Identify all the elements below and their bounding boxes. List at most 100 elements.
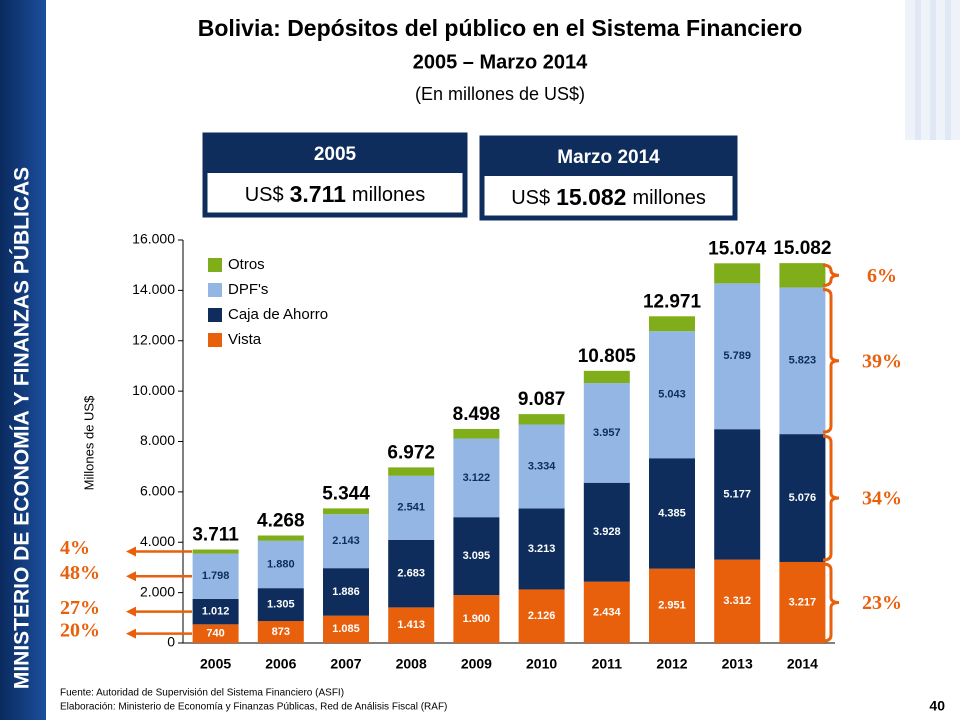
share-first: 48% bbox=[60, 562, 100, 584]
total-label: 10.805 bbox=[578, 346, 637, 367]
share-brace bbox=[822, 434, 840, 562]
y-tick-label: 8.000 bbox=[140, 432, 175, 448]
total-label: 6.972 bbox=[387, 442, 435, 463]
share-first: 4% bbox=[60, 537, 90, 559]
segment-label: 3.957 bbox=[593, 427, 621, 439]
share-first: 27% bbox=[60, 597, 100, 619]
label-bg bbox=[783, 594, 822, 611]
segment-label: 1.085 bbox=[332, 623, 360, 635]
amount-suffix: millones bbox=[632, 187, 705, 209]
label-bg bbox=[522, 608, 561, 625]
x-tick-label: 2014 bbox=[787, 656, 818, 672]
y-tick-label: 10.000 bbox=[132, 382, 175, 398]
segment-label: 1.900 bbox=[463, 613, 491, 625]
legend-swatch bbox=[208, 283, 222, 297]
segment-label: 3.334 bbox=[528, 460, 556, 472]
bar-segment bbox=[323, 514, 369, 569]
segment-label: 2.126 bbox=[528, 610, 556, 622]
share-brace bbox=[822, 562, 840, 643]
summary-box-header: 2005 bbox=[314, 144, 357, 165]
label-bg bbox=[327, 583, 365, 600]
y-tick-label: 12.000 bbox=[132, 331, 175, 347]
label-bg bbox=[261, 596, 300, 613]
x-tick-label: 2005 bbox=[200, 656, 231, 672]
segment-label: 2.683 bbox=[397, 568, 425, 580]
segment-label: 5.177 bbox=[723, 488, 751, 500]
segment-label: 1.413 bbox=[397, 619, 425, 631]
summary-box-header: Marzo 2014 bbox=[557, 147, 660, 168]
amount-prefix: US$ bbox=[511, 187, 550, 209]
y-tick-label: 16.000 bbox=[132, 231, 175, 247]
segment-label: 1.305 bbox=[267, 598, 295, 610]
share-brace bbox=[822, 287, 840, 434]
bar-segment bbox=[583, 383, 630, 483]
label-bg bbox=[718, 593, 757, 610]
y-axis-label: Millones de US$ bbox=[81, 395, 96, 490]
segment-label: 5.076 bbox=[789, 492, 817, 504]
label-bg bbox=[587, 524, 626, 541]
y-tick-label: 4.000 bbox=[140, 533, 175, 549]
summary-box-amount: US$ 15.082 millones bbox=[511, 184, 706, 210]
share-last: 34% bbox=[862, 488, 902, 510]
label-bg bbox=[718, 486, 757, 503]
bar-segment bbox=[779, 263, 826, 288]
total-label: 5.344 bbox=[322, 483, 370, 504]
bar-segment bbox=[649, 316, 695, 332]
share-brace bbox=[822, 263, 840, 287]
bar-segment bbox=[192, 549, 239, 554]
sidebar-band bbox=[0, 0, 46, 720]
total-label: 8.498 bbox=[453, 404, 501, 425]
bar-segment bbox=[388, 475, 435, 540]
y-tick-label: 14.000 bbox=[132, 281, 175, 297]
total-label: 12.971 bbox=[643, 291, 702, 312]
total-label: 9.087 bbox=[518, 389, 566, 410]
label-bg bbox=[653, 505, 691, 522]
share-arrowhead bbox=[126, 606, 136, 617]
bar-segment bbox=[192, 553, 239, 599]
legend-label: Caja de Ahorro bbox=[228, 306, 328, 323]
total-label: 4.268 bbox=[257, 511, 305, 532]
bar-segment bbox=[453, 428, 500, 439]
total-label: 15.074 bbox=[708, 238, 767, 259]
x-tick-label: 2013 bbox=[722, 656, 753, 672]
label-bg bbox=[196, 603, 235, 620]
label-bg bbox=[392, 617, 431, 634]
label-bg bbox=[783, 490, 822, 507]
x-tick-label: 2010 bbox=[526, 656, 557, 672]
y-tick-label: 0 bbox=[167, 634, 175, 650]
bar-segment bbox=[583, 370, 630, 384]
segment-label: 3.217 bbox=[789, 596, 817, 608]
legend-swatch bbox=[208, 333, 222, 347]
segment-label: 3.095 bbox=[463, 550, 491, 562]
segment-label: 5.823 bbox=[789, 355, 817, 367]
share-last: 6% bbox=[867, 265, 897, 287]
footer-elaboration: Elaboración: Ministerio de Economía y Fi… bbox=[60, 702, 447, 713]
amount-suffix: millones bbox=[352, 184, 425, 206]
x-tick-label: 2006 bbox=[265, 656, 296, 672]
label-bg bbox=[522, 540, 561, 557]
bar-segment bbox=[323, 508, 369, 515]
share-first: 20% bbox=[60, 619, 100, 641]
segment-label: 3.312 bbox=[723, 595, 751, 607]
segment-label: 2.434 bbox=[593, 606, 621, 618]
share-last: 39% bbox=[862, 350, 902, 372]
y-tick-label: 2.000 bbox=[140, 583, 175, 599]
segment-label: 3.213 bbox=[528, 543, 556, 555]
label-bg bbox=[587, 604, 626, 621]
total-label: 15.082 bbox=[773, 238, 831, 259]
share-arrowhead bbox=[126, 546, 136, 557]
segment-label: 3.928 bbox=[593, 526, 621, 538]
legend-label: Otros bbox=[228, 256, 265, 273]
segment-label: 4.385 bbox=[658, 507, 686, 519]
label-bg bbox=[457, 548, 496, 565]
label-bg bbox=[457, 611, 496, 628]
chart-subtitle: 2005 – Marzo 2014 bbox=[413, 51, 588, 73]
segment-label: 1.012 bbox=[202, 606, 230, 618]
footer-source: Fuente: Autoridad de Supervisión del Sis… bbox=[60, 688, 344, 699]
corner-stripes bbox=[905, 0, 960, 140]
summary-box-header-bg bbox=[482, 138, 735, 176]
label-bg bbox=[196, 625, 235, 642]
bar-segment bbox=[518, 424, 565, 509]
label-bg bbox=[653, 597, 691, 614]
